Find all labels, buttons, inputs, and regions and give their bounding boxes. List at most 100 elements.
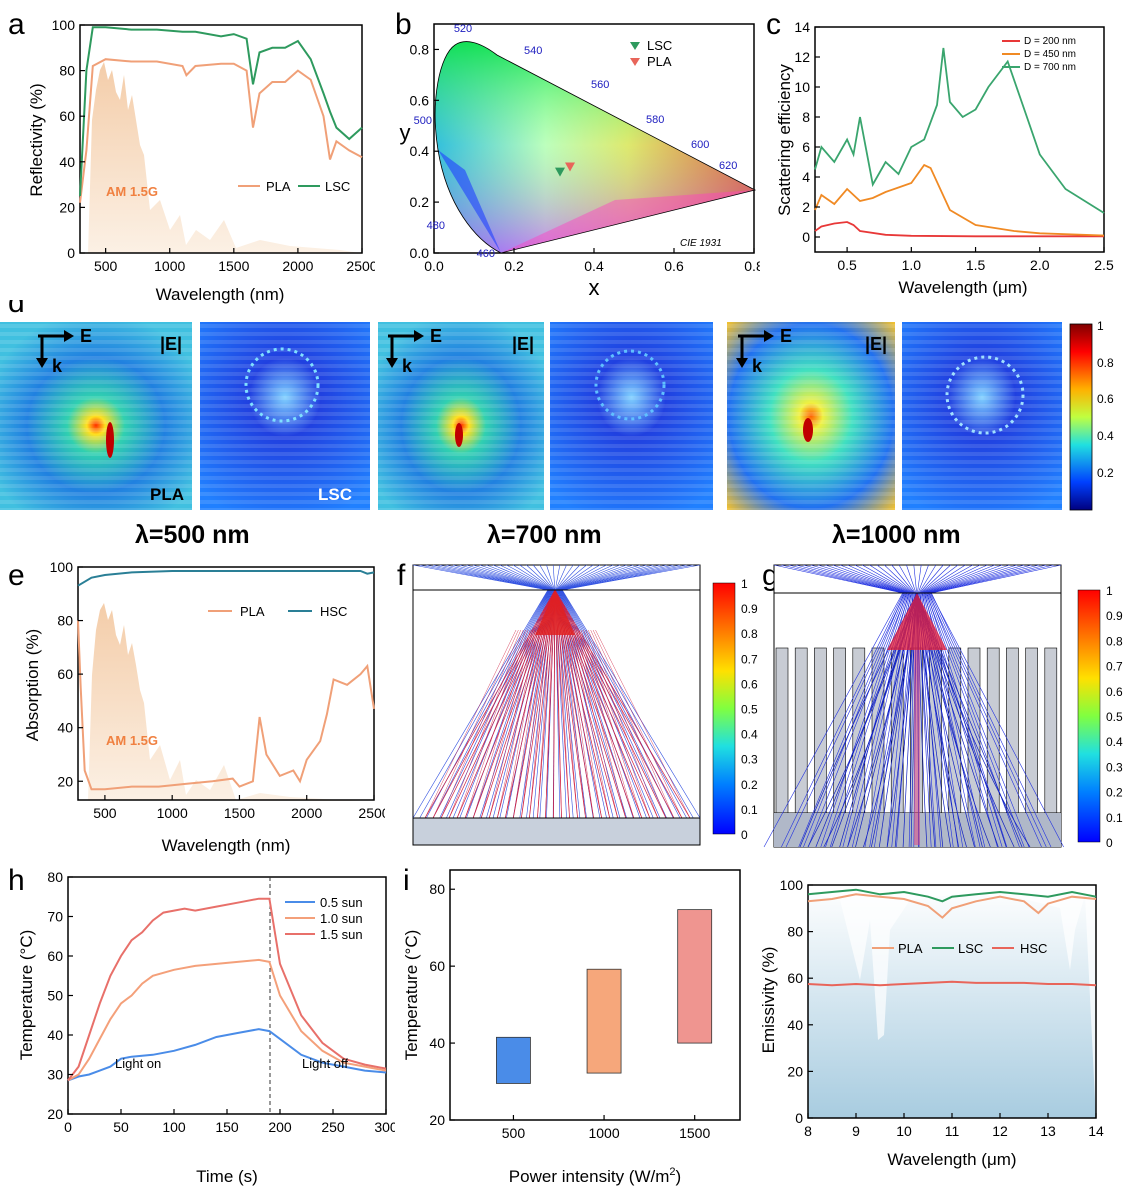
ray-blue xyxy=(560,564,667,591)
ray-blue xyxy=(921,564,966,594)
e-ytick-label: 60 xyxy=(57,666,73,682)
legend-label-pla-a: PLA xyxy=(266,179,291,194)
line-d450 xyxy=(814,163,1105,237)
panel-e: e 500 1000 1500 2000 2500 20 40 60 80 100 AM 1.5G… xyxy=(8,559,385,855)
cbar-f-label: 0.4 xyxy=(741,728,758,742)
ray-blue xyxy=(818,564,908,594)
h-xtick-label: 100 xyxy=(162,1119,186,1135)
ray-blue xyxy=(869,564,913,594)
ray-blue xyxy=(479,564,552,591)
b-ytick-label: 0.6 xyxy=(410,92,430,108)
wavelength-500-label: λ=500 nm xyxy=(135,521,250,549)
ray-blue xyxy=(558,564,627,591)
panel-label-d: d xyxy=(8,300,25,319)
plot-frame-i xyxy=(449,869,741,1121)
j-ytick-label: 80 xyxy=(787,924,803,940)
panel-label-e: e xyxy=(8,559,25,592)
field-map-lsc-700 xyxy=(550,322,713,510)
line-hsc-e xyxy=(77,570,375,587)
ray-red xyxy=(448,589,556,819)
plot-frame-a xyxy=(79,24,363,254)
y-axis-label-a: Reflectivity (%) xyxy=(27,83,46,196)
field-map-lsc-1000 xyxy=(902,322,1062,510)
ray-red xyxy=(566,629,594,819)
legend-label-hsc-j: HSC xyxy=(1020,941,1047,956)
pillar xyxy=(1006,647,1019,814)
panel-label-f: f xyxy=(397,559,406,592)
e-ytick-label: 40 xyxy=(57,720,73,736)
ray-blue xyxy=(785,592,906,848)
h-xtick-label: 150 xyxy=(215,1119,239,1135)
panel-d: d E k |E| E k |E| E k xyxy=(0,300,1114,511)
line-15-sun xyxy=(67,897,387,1082)
x-axis-label-c: Wavelength (μm) xyxy=(898,278,1027,297)
y-axis-label-i: Temperature (°C) xyxy=(402,930,421,1061)
b-xtick-label: 0.8 xyxy=(744,258,760,274)
pillar xyxy=(1025,647,1038,814)
ray-blue xyxy=(927,592,1025,848)
ray-blue xyxy=(926,564,1010,594)
ray-red xyxy=(554,589,683,819)
wavelength-mark-480: 480 xyxy=(427,220,445,232)
e-label-1: E xyxy=(80,326,92,346)
e-ytick-label: 20 xyxy=(57,773,73,789)
j-ytick-label: 0 xyxy=(795,1110,803,1126)
ray-blue xyxy=(884,564,914,594)
ray-blue xyxy=(558,564,634,591)
ray-blue xyxy=(925,592,1020,848)
cbar-f-label: 0.7 xyxy=(741,652,758,666)
cbar-g-label: 0.3 xyxy=(1106,760,1123,774)
ray-blue xyxy=(486,564,552,591)
pillar xyxy=(794,647,808,814)
ray-red xyxy=(456,629,526,819)
legend-label-15: 1.5 sun xyxy=(320,927,363,942)
annotation-am15g-a: AM 1.5G xyxy=(106,184,158,199)
bar-500 xyxy=(496,1036,531,1084)
h-xtick-label: 250 xyxy=(321,1119,345,1135)
ray-blue xyxy=(432,564,549,591)
ray-blue xyxy=(560,564,661,591)
panel-label-a: a xyxy=(8,8,25,41)
cbar-f-label: 0.9 xyxy=(741,602,758,616)
i-ytick-label: 40 xyxy=(429,1035,445,1051)
wavelength-mark-620: 620 xyxy=(719,160,737,172)
axes-arrows-1: E k |E| xyxy=(36,326,182,376)
hotspot-column-g xyxy=(914,650,920,845)
cbar-f-label: 0.5 xyxy=(741,703,758,717)
h-ytick-label: 60 xyxy=(47,948,63,964)
abs-e-label-1: |E| xyxy=(160,334,182,354)
panel-g: g 10.90.80.70.60.50.40.30.20.10 xyxy=(762,559,1123,850)
i-xtick-label: 1000 xyxy=(588,1125,619,1141)
ray-blue xyxy=(559,564,654,591)
b-xtick-label: 0.2 xyxy=(504,258,524,274)
ray-blue xyxy=(840,564,910,594)
ray-blue xyxy=(796,564,905,594)
ray-blue xyxy=(876,564,914,594)
pillar xyxy=(1044,647,1058,814)
ray-blue xyxy=(803,592,906,848)
a-ytick-label: 80 xyxy=(59,63,75,79)
line-05-sun xyxy=(67,1028,387,1082)
ray-blue xyxy=(419,589,549,819)
a-xtick-label: 2500 xyxy=(346,258,375,274)
cbar-g-label: 0.9 xyxy=(1106,609,1123,623)
cbar-f-label: 0.6 xyxy=(741,677,758,691)
ray-red xyxy=(592,629,683,819)
ray-blue xyxy=(555,564,567,591)
c-ytick-label: 0 xyxy=(802,229,810,245)
legend-label-d450: D = 450 nm xyxy=(1024,49,1076,60)
c-ytick-label: 2 xyxy=(802,199,810,215)
legend-label-lsc-b: LSC xyxy=(647,38,672,53)
caption-cie-1931: CIE 1931 xyxy=(680,238,722,249)
colorbar-g xyxy=(1077,589,1101,843)
line-d700 xyxy=(814,47,1105,214)
legend-marker-lsc-b xyxy=(630,42,640,50)
am15g-spectrum-e xyxy=(88,603,360,801)
ray-blue xyxy=(499,564,553,591)
ray-blue xyxy=(928,564,1032,594)
a-ytick-label: 40 xyxy=(59,154,75,170)
ray-blue xyxy=(562,564,701,591)
line-lsc-a xyxy=(79,26,363,197)
ray-blue xyxy=(559,564,641,591)
legend-label-pla-b: PLA xyxy=(647,54,672,69)
